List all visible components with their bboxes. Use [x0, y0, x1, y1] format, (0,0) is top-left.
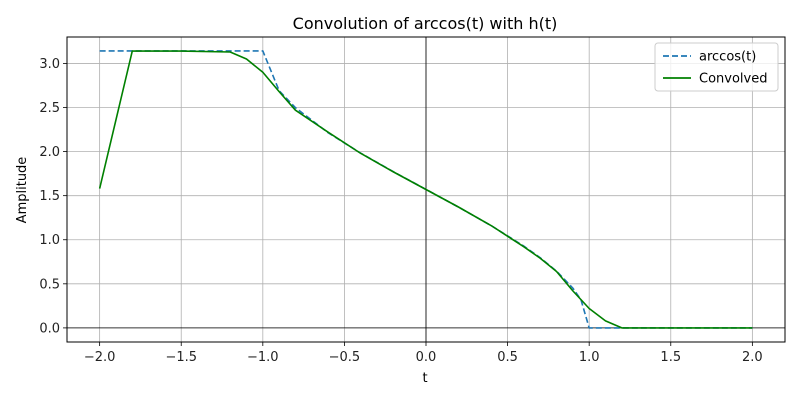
y-tick-label: 0.0: [39, 321, 60, 336]
y-tick-label: 0.5: [39, 277, 60, 292]
y-axis-ticks: 0.0 0.5 1.0 1.5 2.0 2.5 3.0: [39, 57, 67, 336]
x-axis-label: t: [422, 371, 427, 386]
chart-title: Convolution of arccos(t) with h(t): [293, 14, 558, 33]
y-tick-label: 2.5: [39, 101, 60, 116]
series-line-convolved: [98, 50, 753, 329]
series-line-arccos: [99, 50, 753, 329]
x-tick-label: 0.0: [416, 350, 437, 365]
x-tick-label: 1.0: [579, 350, 600, 365]
y-tick-label: 2.0: [39, 145, 60, 160]
y-axis-label: Amplitude: [15, 157, 30, 224]
legend-box: [654, 42, 779, 92]
y-tick-label: 1.0: [39, 233, 60, 248]
x-tick-label: −1.5: [165, 350, 197, 365]
y-tick-label: 1.5: [39, 189, 60, 204]
legend-label-arccos: arccos(t): [699, 50, 756, 65]
series-layer: [98, 50, 753, 329]
x-tick-label: −1.0: [247, 350, 279, 365]
legend: arccos(t) Convolved: [654, 42, 779, 92]
x-axis-ticks: −2.0 −1.5 −1.0 −0.5 0.0 0.5 1.0 1.5 2.0: [84, 342, 763, 365]
y-tick-label: 3.0: [39, 57, 60, 72]
x-tick-label: 2.0: [742, 350, 763, 365]
x-tick-label: 0.5: [497, 350, 518, 365]
x-tick-label: −2.0: [84, 350, 116, 365]
x-tick-label: −0.5: [329, 350, 361, 365]
legend-label-convolved: Convolved: [699, 72, 767, 87]
x-tick-label: 1.5: [660, 350, 681, 365]
